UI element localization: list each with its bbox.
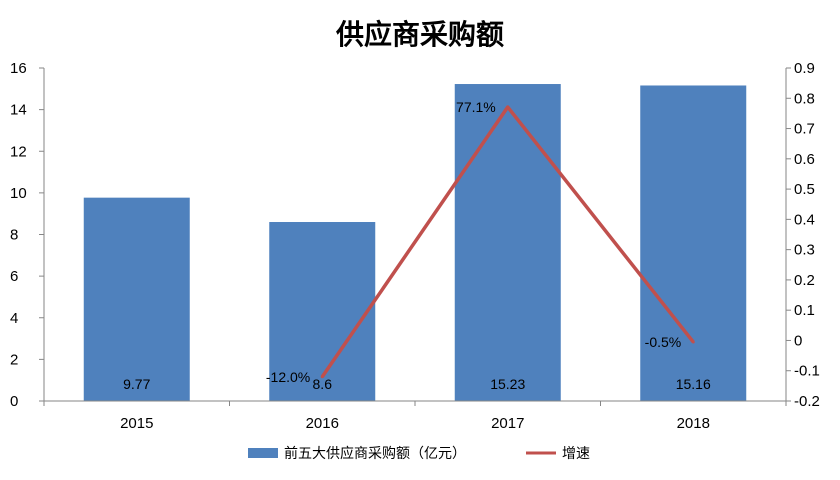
bar	[454, 84, 561, 401]
growth-point	[320, 375, 324, 379]
y-right-tick-label: 0.3	[794, 242, 815, 259]
y-left-tick-label: 8	[10, 227, 18, 244]
growth-point	[691, 340, 695, 344]
x-tick-label: 2018	[677, 415, 710, 432]
bar-data-label: 8.6	[313, 376, 333, 392]
y-left-tick-label: 4	[10, 310, 18, 327]
bar	[269, 222, 376, 401]
bar-data-label: 15.23	[490, 376, 525, 392]
legend-bar-label: 前五大供应商采购额（亿元）	[284, 445, 466, 462]
growth-data-label: -12.0%	[266, 369, 310, 385]
x-tick-label: 2017	[491, 415, 524, 432]
growth-point	[506, 105, 510, 109]
y-right-tick-label: -0.1	[794, 363, 820, 380]
y-right-tick-label: 0.5	[794, 181, 815, 198]
y-right-tick-label: 0.9	[794, 60, 815, 77]
x-tick-label: 2016	[306, 415, 339, 432]
y-right-tick-label: 0.4	[794, 211, 815, 228]
bar-data-label: 9.77	[123, 376, 150, 392]
y-right-tick-label: 0.6	[794, 151, 815, 168]
y-left-tick-label: 6	[10, 268, 18, 285]
growth-data-label: 77.1%	[456, 99, 496, 115]
chart-title: 供应商采购额	[335, 18, 504, 51]
y-left-tick-label: 2	[10, 351, 18, 368]
y-left-tick-label: 10	[10, 185, 27, 202]
x-tick-label: 2015	[120, 415, 153, 432]
y-left-tick-label: 0	[10, 393, 18, 410]
y-left-tick-label: 12	[10, 143, 27, 160]
legend-bar-swatch	[248, 448, 278, 458]
y-left-tick-label: 14	[10, 102, 27, 119]
y-right-tick-label: 0.8	[794, 90, 815, 107]
legend: 前五大供应商采购额（亿元） 增速	[248, 445, 590, 462]
y-right-tick-label: 0	[794, 332, 802, 349]
bar	[640, 85, 747, 402]
y-right-tick-label: 0.1	[794, 302, 815, 319]
legend-line-label: 增速	[562, 446, 590, 462]
growth-data-label: -0.5%	[645, 334, 682, 350]
y-left-tick-label: 16	[10, 60, 27, 77]
y-right-tick-label: 0.2	[794, 272, 815, 289]
bar	[83, 197, 190, 401]
y-right-tick-label: 0.7	[794, 121, 815, 138]
y-right-tick-label: -0.2	[794, 393, 820, 410]
bar-data-label: 15.16	[676, 376, 711, 392]
plot-area: 0 2 4 6 8 10 12 14 16 -0.2 -0.1 0 0.1 0.2 0.3 0.4 0.5 0.6…	[10, 60, 820, 432]
